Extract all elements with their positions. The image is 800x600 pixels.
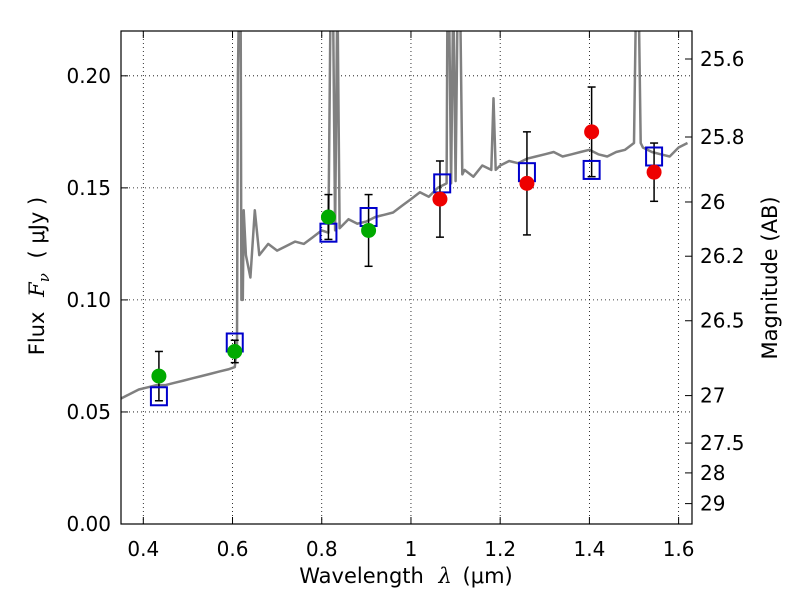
y-tick-label: 0.00 [66,512,111,536]
y-tick-label: 0.05 [66,400,111,424]
observed-point-red [584,124,600,140]
observed-point-red [519,175,535,191]
observed-point-green [151,368,167,384]
y2-tick-label: 29 [700,492,725,516]
y2-tick-label: 26.2 [700,244,745,268]
y2-axis-title: Magnitude (AB) [758,196,782,359]
model-photometry-square [582,159,601,180]
y2-tick-label: 26.5 [700,309,745,333]
observed-point-red [646,164,662,180]
observed-point-red [432,191,448,207]
axes [120,30,693,525]
plot-series [121,31,689,407]
x-tick-label: 0.8 [306,537,338,561]
y2-tick-label: 25.8 [700,125,745,149]
y-tick-label: 0.10 [66,288,111,312]
y-tick-label: 0.15 [66,176,111,200]
y-tick-label: 0.20 [66,64,111,88]
y2-tick-label: 27 [700,384,725,408]
x-tick-label: 1.4 [573,537,605,561]
plot-frame [120,30,693,525]
y2-tick-label: 27.5 [700,431,745,455]
x-axis-title: Wavelength λ (μm) [299,564,512,588]
y2-tick-label: 26 [700,190,725,214]
x-tick-label: 1.2 [484,537,516,561]
y2-tick-label: 28 [700,461,725,485]
observed-point-green [320,209,336,225]
ticks: 0.4 0.6 0.8 1 1.2 1.4 1.6 0.00 0.05 0.10 0.15 0.20 2… [66,31,745,561]
model-photometry-square [149,386,168,407]
x-tick-label: 0.6 [217,537,249,561]
observed-point-green [227,343,243,359]
y-axis-title: Flux Fν ( μJy ) [25,197,54,355]
observed-point-green [361,222,377,238]
grid-lines [121,31,692,525]
y2-tick-label: 25.6 [700,47,745,71]
model-spectrum-line [121,31,689,400]
x-tick-label: 1.6 [663,537,695,561]
x-tick-label: 0.4 [127,537,159,561]
x-tick-label: 1 [405,537,418,561]
